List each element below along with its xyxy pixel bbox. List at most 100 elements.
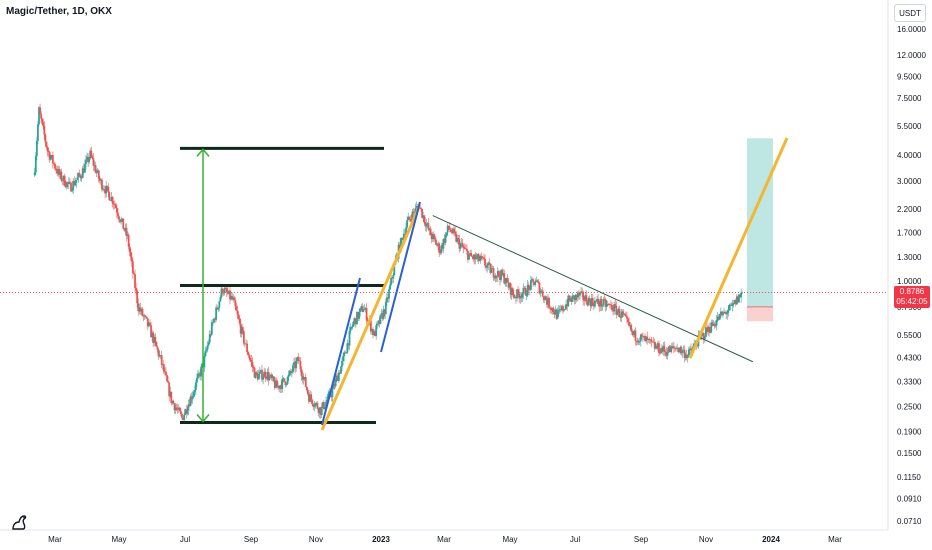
- candle-body: [509, 283, 512, 296]
- candle-body: [685, 354, 688, 359]
- candle-body: [653, 342, 656, 349]
- candle-body: [207, 342, 210, 346]
- candle-body: [432, 233, 435, 237]
- candle-body: [739, 294, 741, 298]
- candle-body: [587, 298, 590, 306]
- candle-body: [683, 349, 686, 358]
- candle-body: [408, 216, 411, 220]
- candle-body: [445, 232, 448, 235]
- candle-body: [299, 361, 302, 370]
- tradingview-logo-icon[interactable]: [10, 512, 30, 532]
- candle-body: [579, 293, 581, 296]
- y-tick-label: 0.1500: [897, 449, 922, 458]
- candle-body: [624, 315, 627, 317]
- candle-body: [181, 413, 183, 418]
- candle-body: [117, 212, 119, 217]
- candle-body: [378, 320, 381, 324]
- candle-body: [631, 331, 634, 332]
- candle-body: [547, 297, 549, 305]
- candle-body: [156, 346, 159, 350]
- candle-body: [173, 403, 176, 411]
- candle-body: [404, 233, 406, 235]
- candle-body: [428, 228, 431, 230]
- candle-body: [216, 307, 219, 310]
- candle-body: [586, 302, 589, 306]
- candle-body: [35, 140, 38, 157]
- candle-body: [128, 246, 131, 252]
- candle-body: [539, 291, 542, 294]
- candle-body: [708, 326, 711, 333]
- candle-body: [78, 173, 81, 176]
- candle-body: [197, 373, 199, 379]
- candle-body: [476, 254, 479, 258]
- candle-body: [365, 308, 368, 321]
- candle-body: [112, 203, 115, 205]
- candle-body: [613, 304, 616, 312]
- candle-body: [215, 307, 218, 320]
- candle-body: [474, 254, 477, 260]
- candle-body: [528, 286, 531, 290]
- candle-body: [636, 340, 639, 343]
- candle-body: [160, 355, 163, 365]
- x-tick-label: 2023: [372, 535, 390, 544]
- candle-body: [347, 343, 350, 346]
- candle-body: [107, 186, 110, 193]
- candle-body: [714, 325, 717, 327]
- candle-body: [439, 252, 442, 254]
- candle-body: [131, 261, 134, 274]
- candle-body: [563, 309, 565, 311]
- candle-body: [578, 292, 580, 296]
- candle-body: [494, 275, 497, 279]
- candle-body: [701, 333, 704, 334]
- candle-body: [738, 294, 740, 303]
- candle-body: [294, 362, 296, 369]
- y-tick-label: 9.5000: [897, 72, 922, 81]
- candle-body: [260, 369, 262, 372]
- candle-body: [274, 380, 277, 388]
- candle-body: [444, 234, 447, 243]
- candle-body: [675, 348, 677, 350]
- candle-body: [379, 314, 382, 324]
- candle-body: [97, 170, 100, 179]
- candle-body: [427, 223, 430, 230]
- descending-trendline: [432, 215, 754, 363]
- orange-uptrend-line-2: [688, 137, 789, 359]
- candle-body: [42, 122, 45, 127]
- currency-selector[interactable]: USDT: [894, 4, 926, 22]
- candle-body: [689, 348, 691, 350]
- candle-body: [649, 339, 652, 340]
- candle-body: [346, 343, 349, 353]
- candle-body: [303, 377, 306, 378]
- candle-body: [599, 299, 602, 307]
- candle-body: [321, 402, 324, 407]
- candle-body: [550, 308, 553, 311]
- candle-body: [237, 314, 240, 319]
- candle-body: [580, 291, 582, 294]
- candle-body: [253, 367, 256, 378]
- candle-body: [532, 279, 534, 282]
- candle-body: [731, 303, 734, 306]
- candle-body: [341, 361, 343, 367]
- candle-body: [662, 345, 665, 352]
- candle-body: [553, 312, 556, 315]
- candle-body: [185, 409, 188, 414]
- candle-body: [183, 414, 186, 420]
- candle-body: [608, 304, 611, 306]
- candle-body: [724, 312, 727, 313]
- x-tick-label: Mar: [828, 535, 842, 544]
- candle-body: [328, 391, 331, 394]
- candle-body: [196, 378, 198, 383]
- candle-body: [136, 290, 139, 304]
- candle-body: [446, 225, 449, 233]
- candle-body: [607, 303, 610, 305]
- candle-body: [168, 382, 171, 397]
- candle-body: [711, 322, 714, 326]
- candle-body: [727, 310, 730, 313]
- candle-body: [96, 170, 99, 173]
- candle-body: [266, 371, 269, 379]
- candle-body: [648, 339, 651, 340]
- candle-body: [681, 350, 684, 354]
- candle-body: [620, 311, 623, 318]
- candle-body: [454, 231, 457, 234]
